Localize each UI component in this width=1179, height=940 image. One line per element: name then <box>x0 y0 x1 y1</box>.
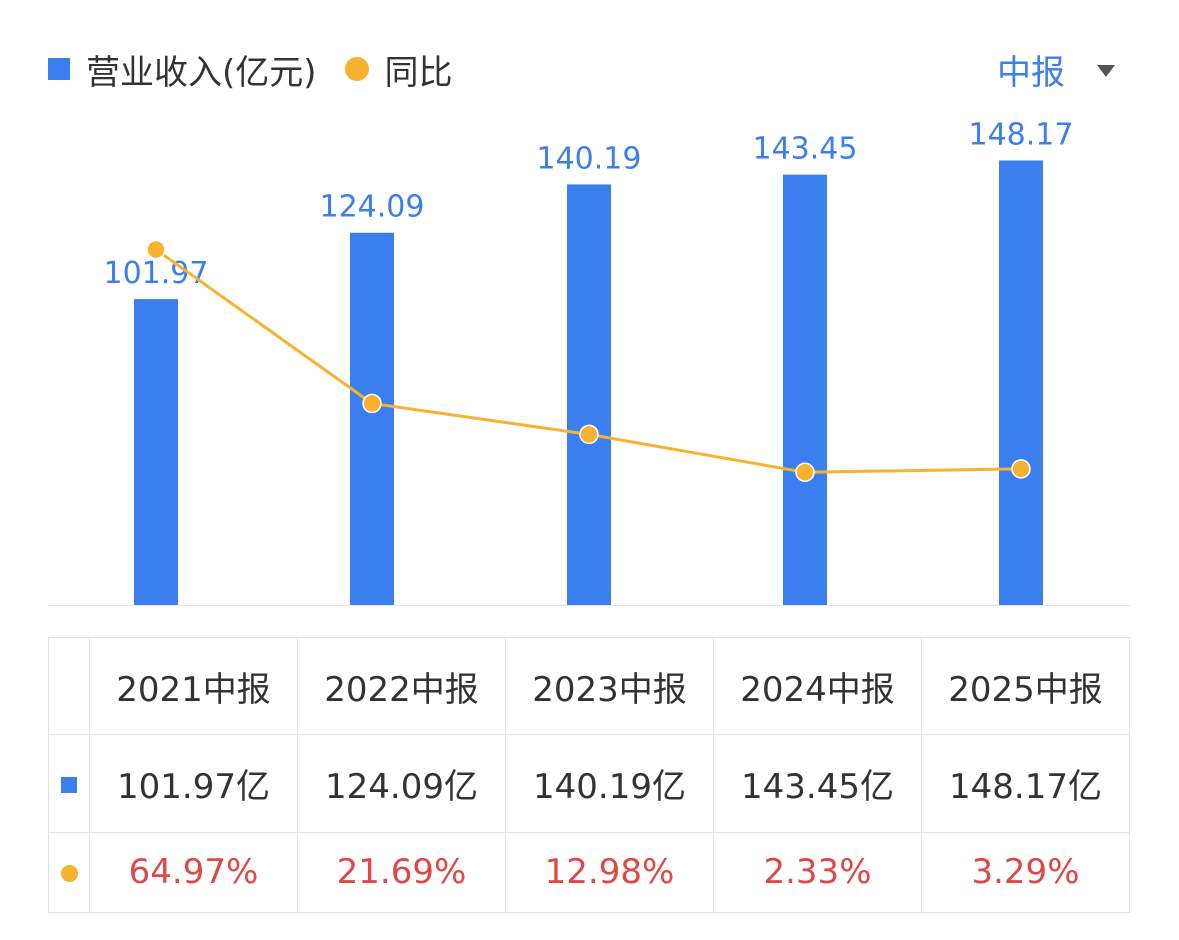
yoy-line-series <box>146 239 1031 483</box>
yoy-cell: 64.97% <box>89 831 298 914</box>
table-header-cell: 2021中报 <box>89 636 298 736</box>
revenue-bar <box>134 299 178 605</box>
chevron-down-icon <box>1097 65 1115 77</box>
revenue-cell: 148.17亿 <box>921 734 1130 833</box>
legend-yoy-label: 同比 <box>384 52 453 93</box>
legend-item-yoy: 同比 <box>344 45 453 94</box>
legend-square-icon <box>48 58 70 80</box>
revenue-bar <box>350 232 394 605</box>
revenue-cell: 101.97亿 <box>89 734 298 833</box>
bar-series: 101.97 124.09 140.19 143.45 148.17 <box>104 120 1074 606</box>
table-header-cell: 2023中报 <box>505 636 714 736</box>
yoy-cell: 2.33% <box>713 831 922 914</box>
yoy-cell: 3.29% <box>921 831 1130 914</box>
legend-item-revenue: 营业收入(亿元) <box>48 45 317 94</box>
revenue-bar <box>567 184 611 605</box>
legend-revenue-label: 营业收入(亿元) <box>86 52 317 93</box>
table-header-cell: 2025中报 <box>921 636 1130 736</box>
yoy-point <box>579 424 599 445</box>
data-table: 2021中报 2022中报 2023中报 2024中报 2025中报 101.9… <box>48 636 1130 914</box>
chart-legend: 营业收入(亿元) 同比 <box>48 44 481 94</box>
table-header-row: 2021中报 2022中报 2023中报 2024中报 2025中报 <box>48 636 1130 736</box>
table-row-revenue: 101.97亿 124.09亿 140.19亿 143.45亿 148.17亿 <box>48 734 1130 833</box>
yoy-point <box>795 462 815 483</box>
revenue-bar <box>999 160 1043 606</box>
revenue-bar-label: 148.17 <box>969 120 1074 152</box>
yoy-point <box>362 393 382 414</box>
table-header-cell: 2024中报 <box>713 636 922 736</box>
period-selector[interactable]: 中报 <box>997 44 1115 94</box>
yoy-cell: 21.69% <box>297 831 506 914</box>
revenue-bar-label: 101.97 <box>104 256 209 291</box>
revenue-cell: 143.45亿 <box>713 734 922 833</box>
revenue-square-icon <box>61 776 77 793</box>
revenue-bar-label: 124.09 <box>320 190 425 225</box>
table-corner-cell <box>48 636 90 736</box>
revenue-cell: 140.19亿 <box>505 734 714 833</box>
yoy-point <box>1011 459 1031 479</box>
revenue-bar <box>783 174 827 605</box>
row-legend-cell <box>48 831 90 914</box>
yoy-dot-icon <box>60 865 78 883</box>
legend-dot-icon <box>344 57 369 81</box>
yoy-cell: 12.98% <box>505 831 714 914</box>
period-selector-label: 中报 <box>997 52 1065 93</box>
table-row-yoy: 64.97% 21.69% 12.98% 2.33% 3.29% <box>48 831 1130 914</box>
yoy-point <box>146 239 166 260</box>
revenue-cell: 124.09亿 <box>297 734 506 833</box>
row-legend-cell <box>48 734 90 833</box>
table-header-cell: 2022中报 <box>297 636 506 736</box>
revenue-bar-label: 140.19 <box>537 141 642 176</box>
revenue-chart: 101.97 124.09 140.19 143.45 148.17 <box>48 120 1130 606</box>
revenue-bar-label: 143.45 <box>753 132 858 167</box>
